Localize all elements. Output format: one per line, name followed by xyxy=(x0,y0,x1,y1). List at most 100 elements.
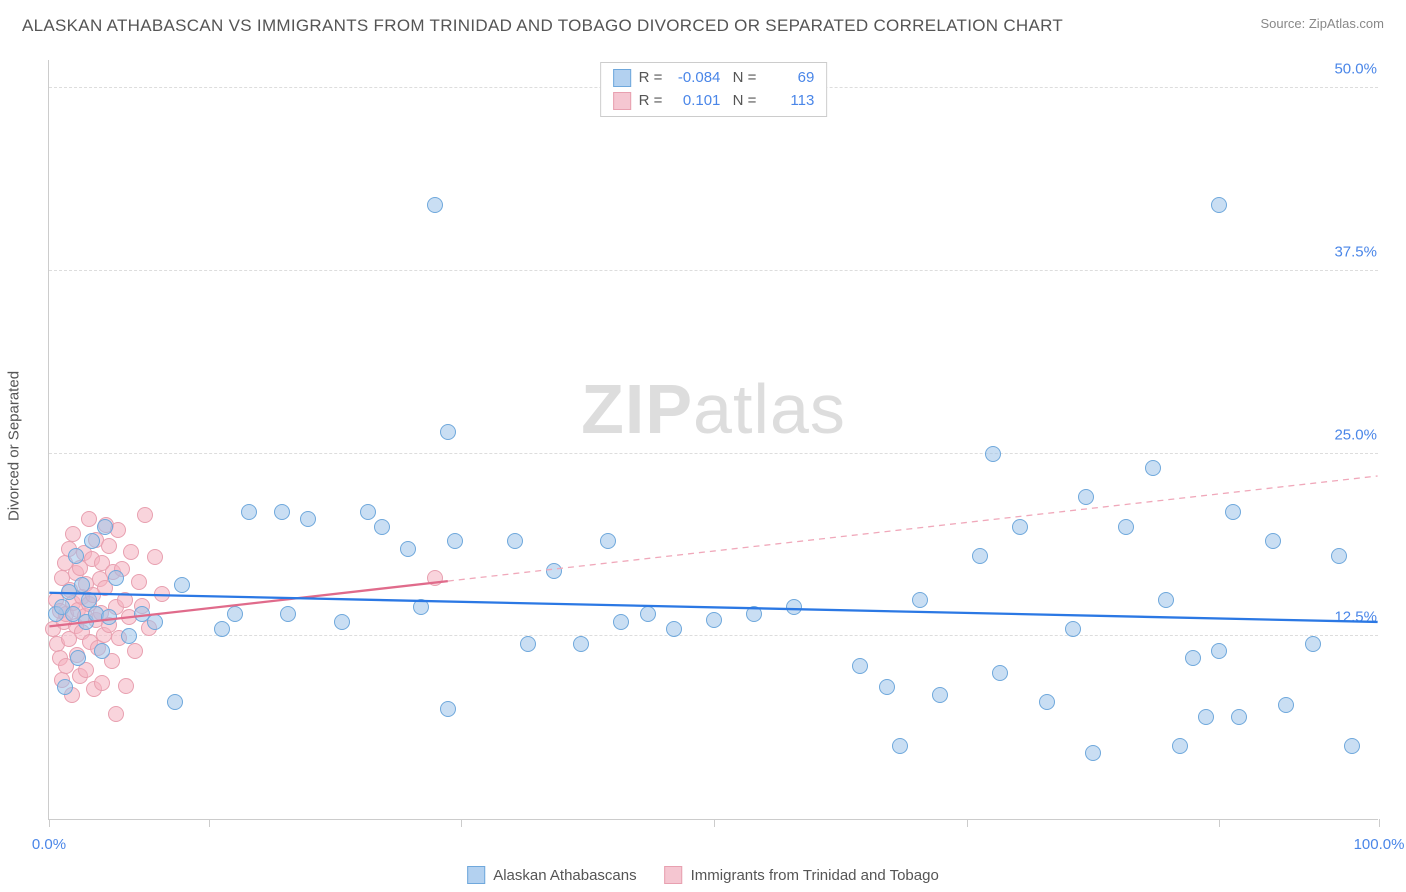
data-point xyxy=(68,548,84,564)
watermark: ZIPatlas xyxy=(581,369,846,449)
x-tick xyxy=(1219,819,1220,827)
data-point xyxy=(274,504,290,520)
y-axis-label: Divorced or Separated xyxy=(6,371,23,521)
data-point xyxy=(57,679,73,695)
data-point xyxy=(280,606,296,622)
y-tick-label: 37.5% xyxy=(1330,242,1381,261)
scatter-plot-area: ZIPatlas R = -0.084 N = 69 R = 0.101 N =… xyxy=(48,60,1378,820)
data-point xyxy=(1344,738,1360,754)
data-point xyxy=(131,574,147,590)
source-citation: Source: ZipAtlas.com xyxy=(1260,16,1384,31)
data-point xyxy=(101,609,117,625)
data-point xyxy=(1039,694,1055,710)
data-point xyxy=(214,621,230,637)
chart-title: ALASKAN ATHABASCAN VS IMMIGRANTS FROM TR… xyxy=(22,16,1063,36)
data-point xyxy=(121,628,137,644)
data-point xyxy=(374,519,390,535)
data-point xyxy=(1265,533,1281,549)
data-point xyxy=(97,519,113,535)
data-point xyxy=(447,533,463,549)
data-point xyxy=(520,636,536,652)
correlation-stats-box: R = -0.084 N = 69 R = 0.101 N = 113 xyxy=(600,62,828,117)
legend-swatch-2 xyxy=(665,866,683,884)
data-point xyxy=(147,614,163,630)
legend-label-2: Immigrants from Trinidad and Tobago xyxy=(691,867,939,884)
data-point xyxy=(1211,197,1227,213)
data-point xyxy=(1225,504,1241,520)
bottom-legend: Alaskan Athabascans Immigrants from Trin… xyxy=(467,866,939,884)
data-point xyxy=(440,424,456,440)
data-point xyxy=(154,586,170,602)
x-tick-label: 0.0% xyxy=(32,836,66,853)
data-point xyxy=(1065,621,1081,637)
data-point xyxy=(84,533,100,549)
data-point xyxy=(1198,709,1214,725)
data-point xyxy=(108,570,124,586)
data-point xyxy=(1012,519,1028,535)
legend-label-1: Alaskan Athabascans xyxy=(493,867,636,884)
data-point xyxy=(1231,709,1247,725)
data-point xyxy=(427,197,443,213)
data-point xyxy=(746,606,762,622)
y-tick-label: 25.0% xyxy=(1330,425,1381,444)
data-point xyxy=(706,612,722,628)
data-point xyxy=(94,675,110,691)
trend-lines xyxy=(49,60,1378,819)
series2-swatch xyxy=(613,92,631,110)
data-point xyxy=(786,599,802,615)
x-tick xyxy=(209,819,210,827)
data-point xyxy=(101,538,117,554)
data-point xyxy=(300,511,316,527)
data-point xyxy=(972,548,988,564)
data-point xyxy=(892,738,908,754)
data-point xyxy=(400,541,416,557)
gridline xyxy=(49,635,1378,636)
data-point xyxy=(1085,745,1101,761)
source-link[interactable]: ZipAtlas.com xyxy=(1309,16,1384,31)
data-point xyxy=(360,504,376,520)
data-point xyxy=(1185,650,1201,666)
data-point xyxy=(1078,489,1094,505)
data-point xyxy=(174,577,190,593)
data-point xyxy=(985,446,1001,462)
data-point xyxy=(440,701,456,717)
y-tick-label: 50.0% xyxy=(1330,60,1381,79)
data-point xyxy=(334,614,350,630)
data-point xyxy=(1211,643,1227,659)
data-point xyxy=(117,592,133,608)
series1-r-value: -0.084 xyxy=(670,67,720,90)
x-tick xyxy=(1379,819,1380,827)
data-point xyxy=(879,679,895,695)
data-point xyxy=(81,511,97,527)
data-point xyxy=(81,592,97,608)
legend-item-series2: Immigrants from Trinidad and Tobago xyxy=(665,866,939,884)
x-tick xyxy=(461,819,462,827)
data-point xyxy=(932,687,948,703)
series2-n-value: 113 xyxy=(764,90,814,113)
data-point xyxy=(1158,592,1174,608)
x-tick xyxy=(967,819,968,827)
data-point xyxy=(147,549,163,565)
data-point xyxy=(573,636,589,652)
data-point xyxy=(852,658,868,674)
legend-item-series1: Alaskan Athabascans xyxy=(467,866,636,884)
series1-n-value: 69 xyxy=(764,67,814,90)
data-point xyxy=(241,504,257,520)
data-point xyxy=(1305,636,1321,652)
data-point xyxy=(127,643,143,659)
data-point xyxy=(74,577,90,593)
x-tick-label: 100.0% xyxy=(1354,836,1405,853)
y-tick-label: 12.5% xyxy=(1330,608,1381,627)
data-point xyxy=(70,650,86,666)
data-point xyxy=(65,526,81,542)
data-point xyxy=(640,606,656,622)
data-point xyxy=(1145,460,1161,476)
stats-row-series1: R = -0.084 N = 69 xyxy=(613,67,815,90)
data-point xyxy=(546,563,562,579)
data-point xyxy=(123,544,139,560)
series1-swatch xyxy=(613,69,631,87)
data-point xyxy=(108,706,124,722)
data-point xyxy=(427,570,443,586)
data-point xyxy=(600,533,616,549)
data-point xyxy=(1331,548,1347,564)
